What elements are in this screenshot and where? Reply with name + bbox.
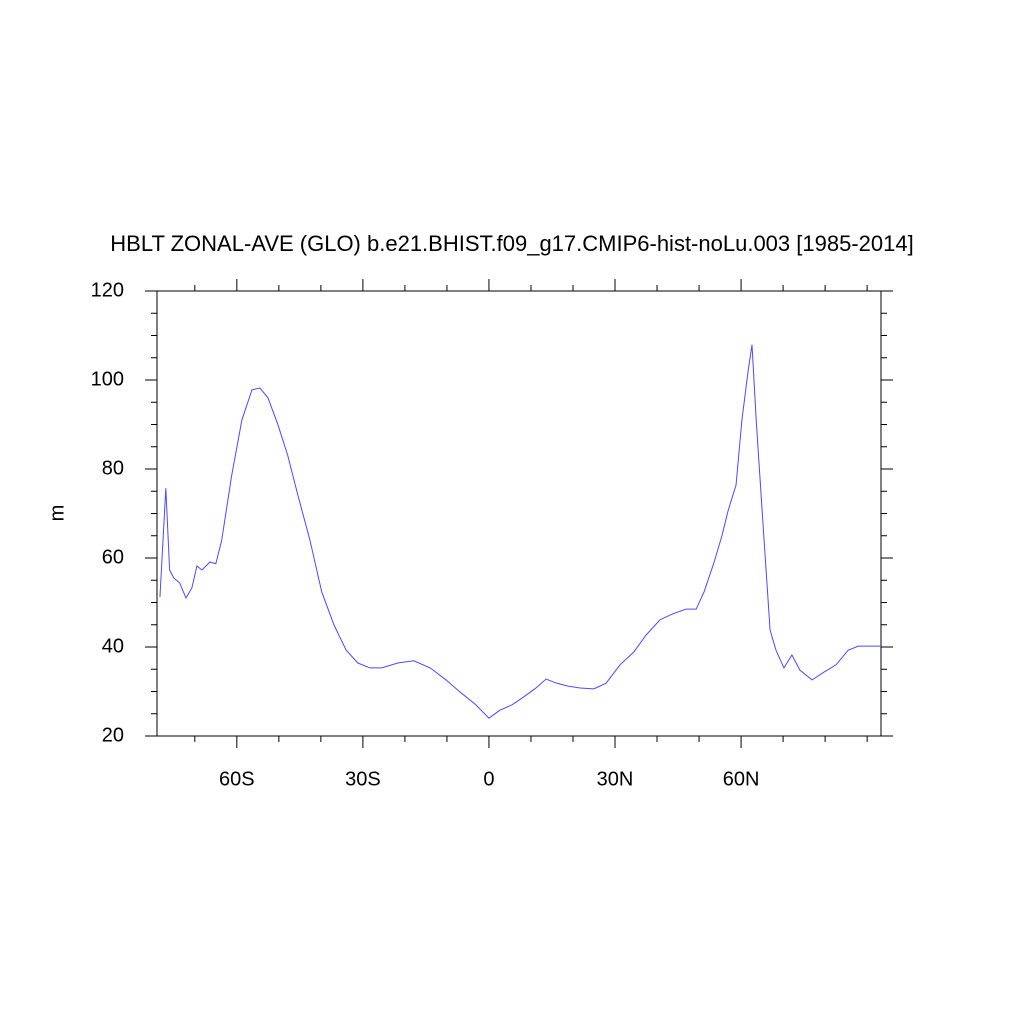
x-tick-label: 60S: [219, 768, 255, 790]
x-tick-label: 0: [483, 768, 494, 790]
y-tick-label: 80: [102, 457, 124, 479]
y-axis-label: m: [46, 505, 68, 522]
x-tick-label: 30N: [597, 768, 634, 790]
y-tick-label: 40: [102, 635, 124, 657]
x-tick-label: 60N: [723, 768, 760, 790]
x-tick-label: 30S: [345, 768, 381, 790]
y-tick-label: 120: [91, 279, 124, 301]
y-tick-label: 100: [91, 368, 124, 390]
plot-frame: [156, 290, 882, 737]
y-tick-label: 20: [102, 724, 124, 746]
y-tick-label: 60: [102, 546, 124, 568]
chart-title: HBLT ZONAL-AVE (GLO) b.e21.BHIST.f09_g17…: [110, 231, 913, 256]
data-line: [159, 344, 881, 719]
